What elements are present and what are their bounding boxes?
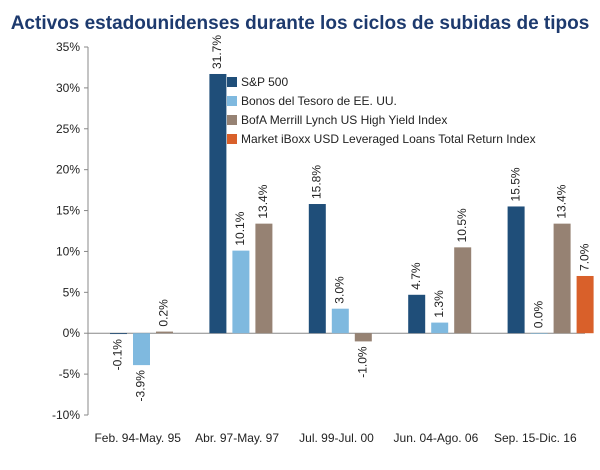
y-tick-label: 25% [56,122,80,136]
bar [431,322,449,334]
bar [507,206,525,334]
x-category-label: Sep. 15-Dic. 16 [494,431,577,445]
bar [255,223,273,334]
chart-title: Activos estadounidenses durante los cicl… [10,13,590,34]
bar [408,294,426,334]
bar [576,275,594,334]
legend-swatch [227,115,237,125]
legend-swatch [227,96,237,106]
legend-label: Market iBoxx USD Leveraged Loans Total R… [241,132,536,146]
data-label: 15.8% [309,165,323,199]
data-label: -3.9% [134,370,148,402]
data-label: 31.7% [210,35,224,69]
data-label: -1.0% [355,346,369,378]
data-label: 10.5% [455,208,469,242]
y-tick-label: 30% [56,81,80,95]
bar [156,331,173,334]
bar [308,204,326,334]
axis-layer: -10% -5% 0% 5% 10% 15% 20% 25% 30% 35% Feb. 94-May… [52,40,585,445]
data-label: -0.1% [111,339,125,371]
bar [209,73,227,334]
y-tick-label: 5% [63,285,81,299]
data-label: 13.4% [256,184,270,218]
bar [331,308,349,334]
bar [530,333,548,334]
y-tick-label: -5% [59,367,81,381]
legend: S&P 500 Bonos del Tesoro de EE. UU. BofA M… [227,75,536,146]
data-label: 0.0% [531,301,545,329]
y-tick-label: 20% [56,163,80,177]
bar [354,333,372,342]
bar [232,250,250,334]
data-label: 15.5% [508,167,522,201]
bar [110,333,127,335]
data-label: 7.0% [577,243,591,271]
bar [133,333,150,366]
y-tick-label: 0% [63,326,81,340]
bar [454,247,472,334]
data-label: 4.7% [409,262,423,290]
data-labels-layer: -0.1% -3.9% 0.2% 31.7% 10.1% 13.4% 15.8% 3.0% -1… [111,35,592,402]
legend-swatch [227,134,237,144]
y-tick-label: 35% [56,40,80,54]
legend-swatch [227,77,237,87]
legend-label: Bonos del Tesoro de EE. UU. [241,94,397,108]
bar [553,223,571,334]
x-category-label: Jun. 04-Ago. 06 [394,431,479,445]
x-category-label: Abr. 97-May. 97 [195,431,279,445]
x-category-label: Feb. 94-May. 95 [94,431,181,445]
x-category-label: Jul. 99-Jul. 00 [299,431,374,445]
legend-label: S&P 500 [241,75,288,89]
legend-label: BofA Merrill Lynch US High Yield Index [241,113,447,127]
y-tick-label: 15% [56,204,80,218]
y-tick-label: 10% [56,244,80,258]
data-label: 13.4% [554,184,568,218]
bars-layer [110,73,594,366]
data-label: 3.0% [332,276,346,304]
data-label: 0.2% [157,299,171,327]
data-label: 10.1% [233,211,247,245]
y-tick-label: -10% [52,408,80,422]
data-label: 1.3% [432,290,446,318]
